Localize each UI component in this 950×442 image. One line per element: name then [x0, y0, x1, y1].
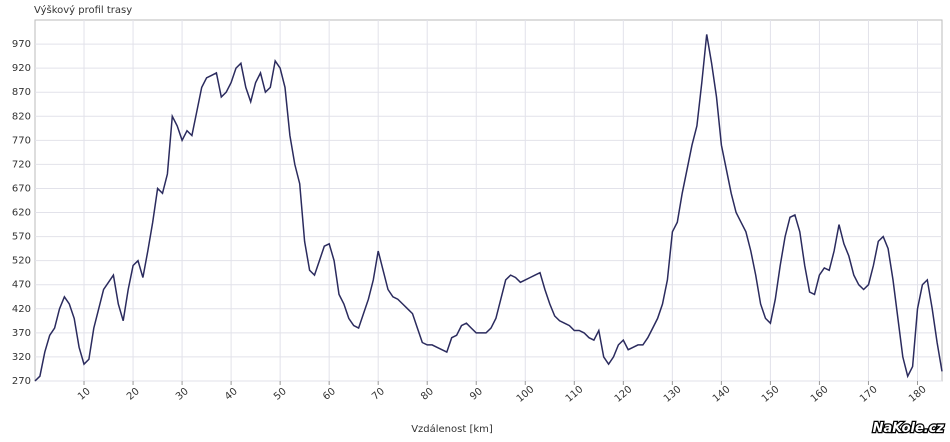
x-tick-label: 150 — [760, 384, 782, 405]
x-tick-label: 170 — [858, 384, 880, 405]
y-tick-label: 720 — [12, 159, 31, 170]
y-tick-label: 820 — [12, 111, 31, 122]
x-tick-label: 60 — [321, 386, 338, 403]
x-tick-label: 40 — [223, 386, 240, 403]
y-tick-label: 470 — [12, 280, 31, 291]
x-tick-label: 110 — [564, 384, 586, 405]
x-tick-label: 20 — [125, 386, 142, 403]
chart-title: Výškový profil trasy — [34, 4, 132, 16]
x-tick-label: 50 — [272, 386, 289, 403]
x-axis-label: Vzdálenost [km] — [411, 423, 493, 435]
watermark: NaKole.cz — [873, 421, 945, 436]
y-tick-label: 770 — [12, 135, 31, 146]
x-tick-label: 30 — [174, 386, 191, 403]
x-tick-label: 80 — [419, 386, 436, 403]
x-tick-label: 100 — [515, 384, 537, 405]
y-tick-label: 870 — [12, 87, 31, 98]
x-tick-label: 10 — [76, 386, 93, 403]
y-tick-label: 920 — [12, 63, 31, 74]
y-tick-label: 970 — [12, 39, 31, 50]
x-tick-label: 140 — [711, 384, 733, 405]
x-tick-label: 130 — [662, 384, 684, 405]
y-tick-label: 620 — [12, 208, 31, 219]
plot-area — [34, 19, 943, 382]
x-tick-label: 90 — [468, 386, 485, 403]
y-tick-label: 370 — [12, 328, 31, 339]
y-tick-label: 670 — [12, 183, 31, 194]
y-tick-label: 420 — [12, 304, 31, 315]
x-tick-label: 70 — [370, 386, 387, 403]
x-tick-label: 180 — [907, 384, 929, 405]
y-tick-label: 320 — [12, 352, 31, 363]
y-tick-label: 570 — [12, 232, 31, 243]
elevation-line — [34, 34, 943, 382]
y-tick-label: 270 — [12, 376, 31, 387]
x-tick-label: 160 — [809, 384, 831, 405]
x-tick-label: 120 — [613, 384, 635, 405]
y-tick-label: 520 — [12, 256, 31, 267]
